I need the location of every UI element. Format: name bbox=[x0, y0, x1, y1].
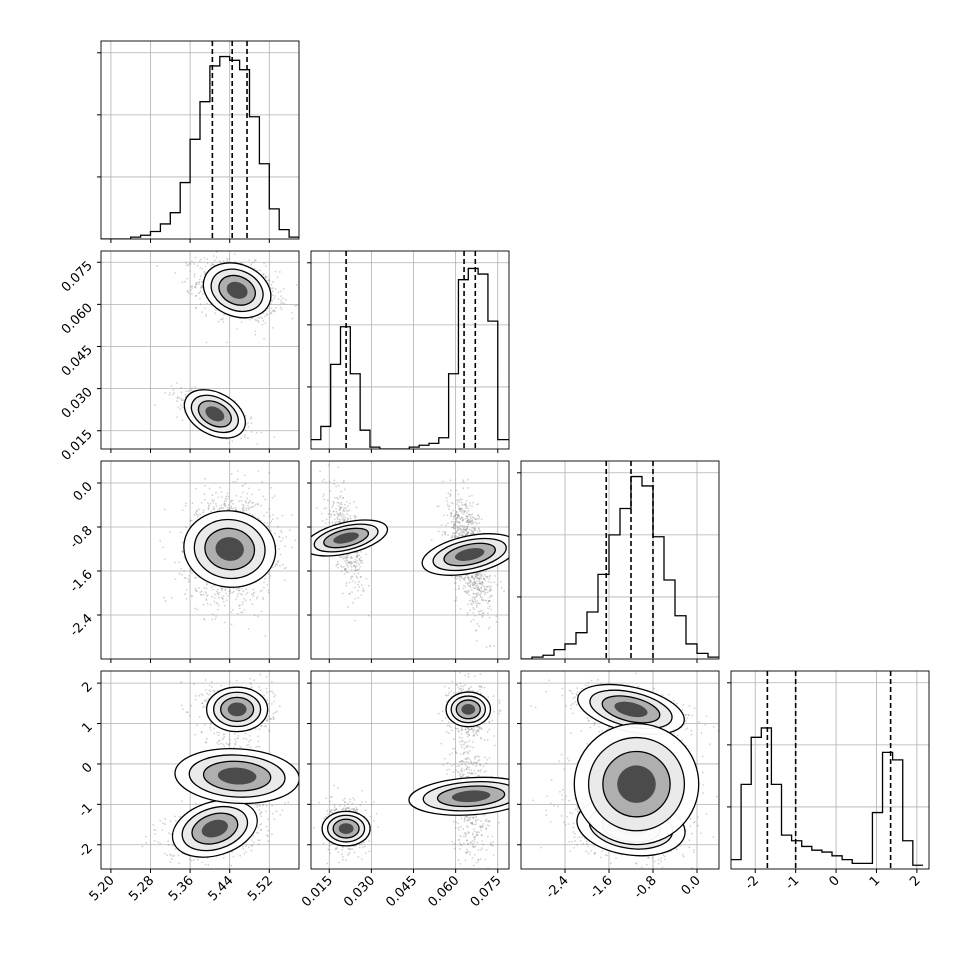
x-tick-label: -1.6 bbox=[587, 873, 616, 902]
y-tick-label: 0 bbox=[79, 760, 95, 776]
contour bbox=[215, 537, 244, 561]
y-tick-label: 0.015 bbox=[59, 427, 96, 464]
y-tick-label: 0.030 bbox=[59, 385, 96, 422]
panel-frame bbox=[310, 250, 510, 450]
panel-frame bbox=[100, 250, 300, 450]
y-tick-label: -2 bbox=[76, 841, 96, 861]
scatter-2-1 bbox=[311, 464, 509, 649]
x-tick-label: -0.8 bbox=[631, 873, 660, 902]
panel-frame bbox=[100, 460, 300, 660]
y-tick-label: 0.060 bbox=[59, 301, 96, 338]
panel-3-2: -2.4 -1.6 -0.8 0.0 bbox=[517, 670, 720, 902]
contour bbox=[226, 281, 248, 299]
panel-frame bbox=[100, 670, 300, 870]
scatter-1-0 bbox=[154, 251, 298, 445]
x-tick-label: 0.030 bbox=[341, 873, 378, 910]
x-tick-label: 5.20 bbox=[87, 873, 118, 904]
x-tick-label: -2.4 bbox=[543, 873, 572, 902]
x-tick-label: 5.52 bbox=[245, 873, 276, 904]
panel-frame bbox=[100, 40, 300, 240]
panel-3-1: 0.015 0.030 0.045 0.060 0.075 bbox=[299, 670, 510, 910]
panel-2-2 bbox=[517, 460, 720, 663]
contour bbox=[454, 548, 485, 561]
contour bbox=[333, 532, 359, 544]
histogram-0 bbox=[101, 55, 299, 239]
x-tick-label: 5.28 bbox=[126, 873, 157, 904]
x-tick-label: 0.015 bbox=[299, 873, 336, 910]
contour bbox=[614, 701, 648, 718]
y-tick-label: 1 bbox=[79, 720, 95, 736]
scatter-2-0 bbox=[159, 470, 297, 637]
y-tick-label: 0.045 bbox=[59, 343, 96, 380]
x-tick-label: 0 bbox=[826, 873, 842, 889]
x-tick-label: 1 bbox=[867, 873, 883, 889]
panel-1-0: 0.015 0.030 0.045 0.060 0.075 bbox=[59, 250, 300, 464]
x-tick-label: 0.0 bbox=[679, 873, 704, 898]
contour bbox=[227, 702, 247, 717]
x-tick-label: -2 bbox=[742, 873, 762, 893]
scatter-3-0 bbox=[141, 673, 299, 867]
x-tick-label: 0.060 bbox=[426, 873, 463, 910]
contour bbox=[617, 765, 656, 803]
x-tick-label: -1 bbox=[783, 873, 803, 893]
y-tick-label: 0.075 bbox=[59, 258, 96, 295]
contour bbox=[217, 767, 257, 785]
x-tick-label: 5.44 bbox=[205, 873, 236, 904]
contour bbox=[201, 819, 228, 838]
panel-1-1 bbox=[307, 250, 510, 453]
panel-frame bbox=[310, 460, 510, 660]
contour bbox=[338, 823, 354, 834]
x-tick-label: 2 bbox=[907, 873, 923, 889]
y-tick-label: -1.6 bbox=[67, 567, 96, 596]
scatter-3-2 bbox=[530, 672, 719, 869]
y-tick-label: 0.0 bbox=[71, 479, 96, 504]
contour bbox=[205, 406, 225, 422]
panel-0-0 bbox=[97, 40, 300, 243]
scatter-3-1 bbox=[313, 672, 509, 869]
panel-frame bbox=[520, 670, 720, 870]
y-tick-label: -2.4 bbox=[67, 611, 96, 640]
panel-frame bbox=[730, 670, 930, 870]
x-tick-label: 5.36 bbox=[166, 873, 197, 904]
contour bbox=[461, 704, 476, 715]
histogram-2 bbox=[521, 475, 719, 659]
histogram-3 bbox=[731, 727, 923, 866]
panel-2-1 bbox=[307, 460, 510, 663]
x-tick-label: 0.075 bbox=[468, 873, 505, 910]
panel-3-3: -2 -1 0 1 2 bbox=[727, 670, 930, 893]
panel-3-0: -2 -1 0 1 2 5.20 5.28 5.36 5.44 5.52 bbox=[76, 670, 300, 904]
panel-frame bbox=[310, 670, 510, 870]
panel-frame bbox=[520, 460, 720, 660]
contour bbox=[451, 790, 491, 803]
histogram-1 bbox=[311, 267, 509, 449]
y-tick-label: 2 bbox=[79, 679, 95, 695]
y-tick-label: -0.8 bbox=[67, 523, 96, 552]
x-tick-label: 0.045 bbox=[383, 873, 420, 910]
y-tick-label: -1 bbox=[76, 801, 96, 821]
panel-2-0: -2.4 -1.6 -0.8 0.0 bbox=[67, 460, 300, 663]
